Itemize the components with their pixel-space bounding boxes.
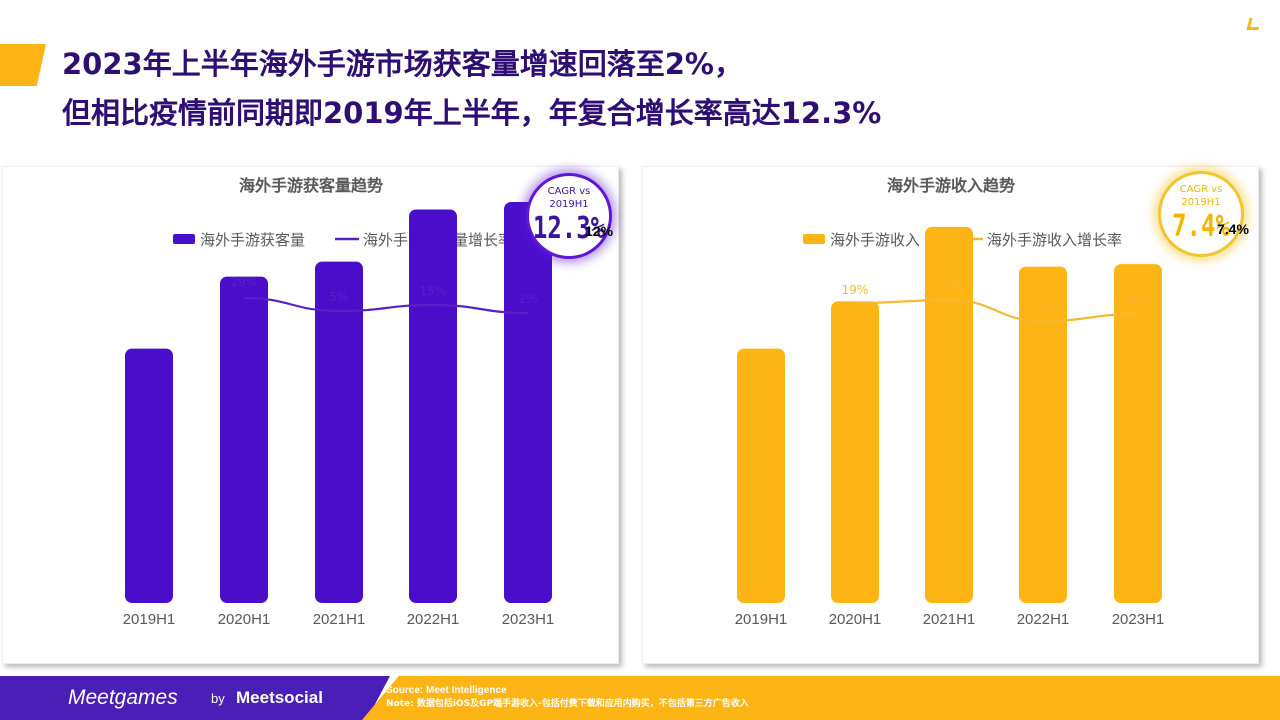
legend-label-bar: 海外手游获客量 — [200, 231, 305, 249]
footer-brand-band — [0, 676, 390, 720]
headline-line-1: 2023年上半年海外手游市场获客量增速回落至2%， — [62, 47, 743, 81]
acquisition-chart-panel: 海外手游获客量趋势海外手游获客量海外手游获客量增长率2019H12020H120… — [2, 166, 619, 664]
bar-2021H1 — [315, 261, 363, 603]
by-text: by — [211, 691, 225, 706]
footer-source-band — [362, 676, 1280, 720]
bar-2022H1 — [409, 209, 457, 603]
source-text: Source: Meet Intelligence — [386, 685, 507, 696]
bar-2022H1 — [1019, 266, 1067, 603]
chart-title: 海外手游获客量趋势 — [239, 176, 383, 195]
footer-bar: Meetgames by Meetsocial Source: Meet Int… — [0, 676, 1280, 720]
cagr-badge-revenue: CAGR vs 2019H1 7.4% 7.4% — [1158, 171, 1249, 257]
bar-2023H1 — [1114, 264, 1162, 603]
x-tick-label: 2021H1 — [313, 611, 366, 628]
bar-2023H1 — [504, 202, 552, 603]
cagr-value: 12.3% — [532, 210, 606, 246]
x-tick-label: 2023H1 — [502, 611, 555, 628]
growth-rate-label: 15% — [420, 284, 447, 298]
x-tick-label: 2023H1 — [1112, 611, 1165, 628]
x-tick-label: 2019H1 — [123, 611, 176, 628]
cagr-overlay-value: 7.4% — [1217, 221, 1249, 237]
cagr-overlay-value: 12% — [585, 223, 614, 239]
growth-rate-label: 1% — [1128, 292, 1147, 306]
chart-title: 海外手游收入趋势 — [887, 176, 1015, 195]
growth-rate-line — [243, 296, 529, 315]
bar-2019H1 — [125, 348, 173, 603]
bar-2020H1 — [220, 276, 268, 603]
growth-rate-label: 2% — [518, 292, 537, 306]
cagr-base-label: 2019H1 — [549, 199, 589, 210]
corner-mark — [1246, 18, 1262, 30]
bar-2019H1 — [737, 348, 785, 603]
title-accent-bar — [0, 44, 46, 86]
legend-swatch-bar — [173, 234, 195, 244]
growth-rate-line — [854, 298, 1139, 323]
growth-rate-label: 29% — [231, 275, 258, 289]
cagr-badge-acquisition: CAGR vs 2019H1 12.3% 12% — [526, 173, 614, 259]
meetgames-logo: Meetgames — [68, 686, 178, 709]
growth-rate-label: -11% — [1027, 299, 1058, 313]
growth-rate-label: 25% — [936, 279, 963, 293]
cagr-label: CAGR vs — [1179, 184, 1223, 195]
bar-2021H1 — [925, 226, 973, 603]
meetsocial-logo: Meetsocial — [236, 688, 323, 707]
x-tick-label: 2022H1 — [1017, 611, 1070, 628]
note-text: Note: 数据包括iOS及GP端手游收入-包括付费下载和应用内购买，不包括第三… — [386, 699, 749, 709]
x-tick-label: 2022H1 — [407, 611, 460, 628]
x-tick-label: 2019H1 — [735, 611, 788, 628]
x-tick-label: 2021H1 — [923, 611, 976, 628]
acquisition-chart: 海外手游获客量趋势海外手游获客量海外手游获客量增长率2019H12020H120… — [123, 176, 555, 628]
cagr-base-label: 2019H1 — [1181, 197, 1221, 208]
growth-rate-label: 5% — [329, 290, 348, 304]
x-tick-label: 2020H1 — [829, 611, 882, 628]
legend-label-bar: 海外手游收入 — [830, 231, 920, 249]
headline-line-2: 但相比疫情前同期即2019年上半年，年复合增长率高达12.3% — [62, 96, 882, 130]
bar-2020H1 — [831, 301, 879, 603]
x-tick-label: 2020H1 — [218, 611, 271, 628]
cagr-label: CAGR vs — [547, 186, 591, 197]
headline: 2023年上半年海外手游市场获客量增速回落至2%， 但相比疫情前同期即2019年… — [62, 40, 1162, 138]
cagr-value: 7.4% — [1172, 208, 1230, 244]
growth-rate-label: 19% — [842, 283, 869, 297]
legend-swatch-bar — [803, 234, 825, 244]
legend-label-line: 海外手游收入增长率 — [987, 231, 1122, 249]
revenue-chart-panel: 海外手游收入趋势海外手游收入 海外手游收入增长率 2019H1 2020H1 2021H… — [642, 166, 1259, 664]
